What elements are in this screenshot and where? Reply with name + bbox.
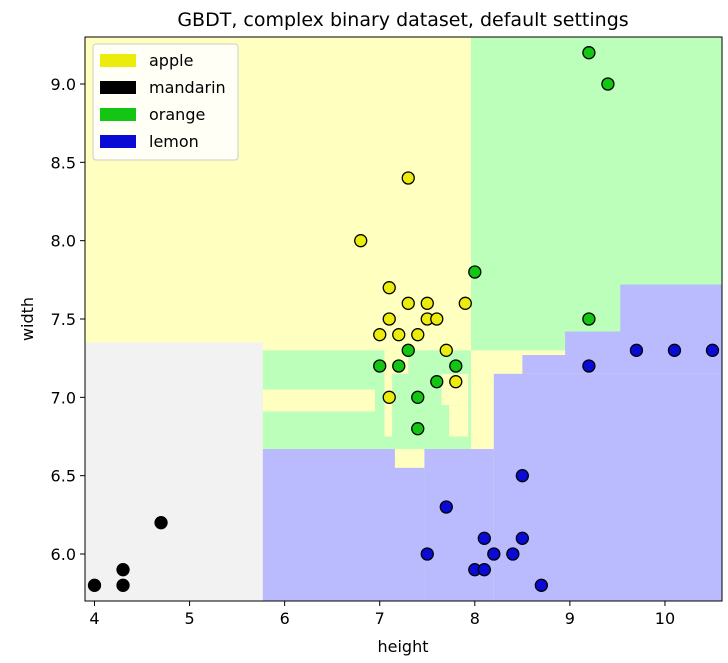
region-lemon-3 [262, 449, 395, 601]
y-tick-label: 7.5 [51, 310, 76, 329]
legend-label-apple: apple [149, 51, 193, 70]
x-tick-label: 5 [184, 609, 194, 628]
legend-swatch-lemon [100, 135, 136, 148]
point-apple-11 [411, 328, 425, 342]
y-axis: 6.0 6.5 7.0 7.5 8.0 8.5 9.0 [51, 75, 85, 564]
decision-regions [85, 37, 722, 601]
point-lemon-36 [477, 531, 491, 545]
legend-swatch-apple [100, 54, 136, 67]
legend-box [92, 43, 239, 161]
point-lemon-31 [667, 343, 682, 357]
point-apple-9 [373, 328, 387, 342]
data-points [87, 46, 720, 592]
x-tick-label: 6 [280, 609, 290, 628]
point-apple-8 [430, 312, 444, 326]
point-lemon-33 [582, 359, 596, 373]
y-tick-label: 6.5 [51, 467, 76, 486]
region-lemon-7 [522, 355, 722, 374]
point-lemon-35 [439, 500, 453, 514]
plot-area [84, 36, 723, 602]
point-mandarin-16 [116, 578, 130, 592]
point-apple-1 [401, 171, 415, 185]
point-orange-27 [430, 375, 444, 389]
point-orange-19 [582, 46, 596, 60]
point-apple-4 [420, 296, 434, 310]
point-lemon-32 [705, 343, 720, 357]
point-lemon-40 [506, 547, 520, 561]
point-orange-26 [449, 359, 463, 373]
point-apple-10 [392, 328, 406, 342]
point-lemon-39 [487, 547, 501, 561]
x-tick-label: 4 [89, 609, 99, 628]
region-lemon-8 [565, 331, 722, 356]
point-mandarin-15 [87, 578, 102, 592]
point-lemon-38 [420, 547, 434, 561]
point-apple-14 [382, 390, 396, 404]
point-orange-24 [373, 359, 387, 373]
region-lemon-4 [394, 467, 425, 601]
y-tick-label: 9.0 [51, 75, 76, 94]
y-tick-label: 8.5 [51, 153, 76, 172]
x-tick-label: 8 [470, 609, 480, 628]
legend-swatch-orange [100, 108, 136, 121]
point-apple-3 [401, 296, 415, 310]
point-lemon-34 [515, 469, 529, 483]
point-orange-25 [392, 359, 406, 373]
point-apple-12 [439, 343, 453, 357]
x-tick-label: 7 [375, 609, 385, 628]
legend-label-orange: orange [149, 105, 205, 124]
point-orange-21 [468, 265, 482, 279]
point-apple-0 [354, 234, 368, 248]
point-lemon-42 [477, 563, 491, 577]
region-mandarin-0 [85, 342, 263, 601]
legend-label-mandarin: mandarin [149, 78, 226, 97]
x-tick-label: 10 [655, 609, 675, 628]
point-orange-29 [411, 422, 425, 436]
point-apple-5 [458, 296, 472, 310]
y-tick-label: 8.0 [51, 232, 76, 251]
region-apple-10 [262, 389, 375, 412]
point-apple-13 [449, 375, 463, 389]
region-lemon-9 [620, 284, 722, 332]
point-lemon-37 [515, 531, 529, 545]
x-tick-label: 9 [565, 609, 575, 628]
x-axis-label: height [378, 637, 429, 656]
region-lemon-5 [424, 449, 494, 601]
point-orange-20 [601, 77, 615, 91]
point-mandarin-17 [116, 563, 130, 577]
y-axis-label: width [18, 297, 37, 341]
point-lemon-30 [629, 343, 644, 357]
point-orange-22 [582, 312, 596, 326]
legend-swatch-mandarin [100, 81, 136, 94]
region-lemon-6 [493, 373, 722, 601]
legend-label-lemon: lemon [149, 132, 199, 151]
region-apple-13 [449, 405, 469, 437]
y-tick-label: 7.0 [51, 388, 76, 407]
y-tick-label: 6.0 [51, 545, 76, 564]
point-orange-28 [411, 390, 425, 404]
point-orange-23 [401, 343, 415, 357]
chart-title: GBDT, complex binary dataset, default se… [177, 9, 628, 31]
point-lemon-43 [534, 578, 549, 592]
point-apple-6 [382, 312, 396, 326]
point-apple-2 [382, 281, 396, 295]
legend: apple mandarin orange lemon [92, 43, 239, 161]
x-axis: 4 5 6 7 8 9 10 [89, 601, 675, 628]
point-mandarin-18 [154, 516, 168, 530]
